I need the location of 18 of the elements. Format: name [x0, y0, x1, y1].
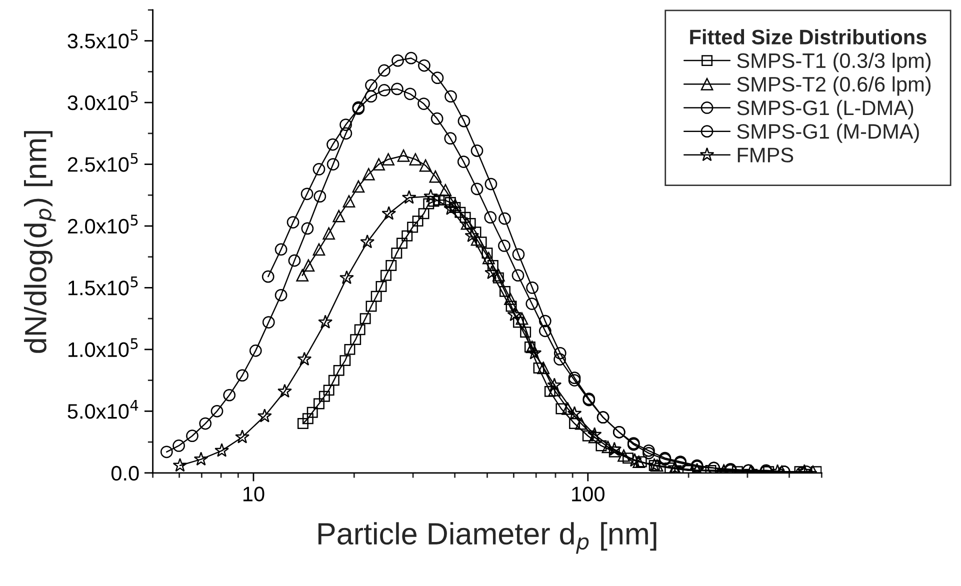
- y-tick-label: 5.0x10$^{4}$: [68, 400, 138, 419]
- legend-label: SMPS-G1 (L-DMA): [737, 100, 914, 120]
- y-tick-label: 2.5x10$^{5}$: [68, 153, 138, 172]
- x-tick-label: 100: [572, 486, 604, 502]
- x-axis-title: Particle Diameter d$_{p}$ [nm]: [318, 522, 656, 554]
- legend-label: SMPS-T2 (0.6/6 lpm): [737, 76, 931, 96]
- y-axis-title: dN/dlog(d$_{p}$) [nm]: [24, 131, 56, 353]
- y-tick-label: 3.0x10$^{5}$: [68, 91, 138, 110]
- y-tick-label: 1.0x10$^{5}$: [68, 338, 138, 358]
- y-tick-label: 1.5x10$^{5}$: [68, 276, 138, 296]
- legend-label: FMPS: [738, 148, 794, 162]
- y-tick-label: 2.0x10$^{5}$: [68, 214, 138, 234]
- y-tick-label: 3.5x10$^{5}$: [68, 30, 138, 48]
- y-tick-label: 0.0: [111, 466, 139, 481]
- legend-label: SMPS-T1 (0.3/3 lpm): [737, 52, 931, 72]
- legend-title: Fitted Size Distributions: [690, 29, 926, 44]
- legend-label: SMPS-G1 (M-DMA): [737, 124, 919, 143]
- x-tick-label: 10: [243, 486, 264, 502]
